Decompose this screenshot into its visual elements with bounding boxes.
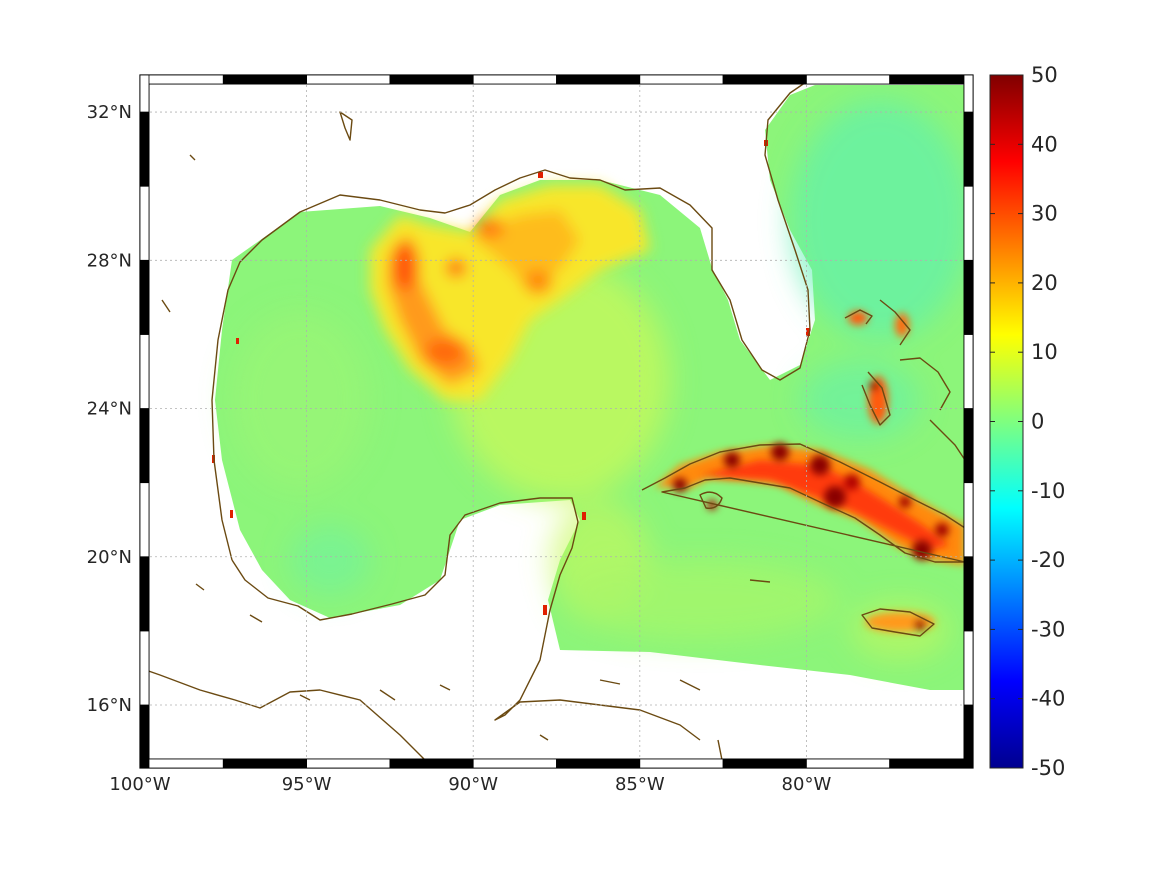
frame-segment-top — [472, 74, 557, 85]
frame-segment-right — [963, 482, 974, 558]
colorbar: 50 40 30 20 10 0 -10 -20 -30 -40 -50 — [989, 63, 1065, 780]
frame-segment-top — [139, 74, 224, 85]
frame-segment-bottom — [806, 758, 891, 769]
frame-segment-left — [139, 482, 150, 558]
frame-segment-right — [963, 704, 974, 769]
frame-segment-left — [139, 556, 150, 632]
x-tick-label: 90°W — [448, 774, 498, 795]
frame-segment-top — [389, 74, 474, 85]
frame-segment-right — [963, 408, 974, 484]
plot-area — [140, 75, 973, 768]
frame-segment-top — [306, 74, 391, 85]
colorbar-tick-label: 50 — [1031, 63, 1058, 87]
y-tick-labels: 32°N 28°N 24°N 20°N 16°N — [87, 102, 132, 716]
colorbar-tick-label: 20 — [1031, 271, 1058, 295]
field-variations — [230, 100, 970, 660]
warm-anomaly-northern-gulf — [370, 185, 650, 400]
colorbar-tick-label: 30 — [1031, 202, 1058, 226]
y-tick-label: 28°N — [87, 250, 132, 271]
x-tick-label: 80°W — [782, 774, 832, 795]
frame-segment-left — [139, 630, 150, 706]
coastline-cuba — [641, 443, 966, 563]
frame-segment-right — [963, 630, 974, 706]
frame-segment-top — [722, 74, 807, 85]
frame-segment-top — [889, 74, 974, 85]
warm-anomaly-bahamas — [848, 311, 909, 424]
frame-segment-right — [963, 556, 974, 632]
frame-segment-left — [139, 185, 150, 261]
frame-segment-left — [139, 704, 150, 769]
coastline-mexico-gulf — [231, 497, 701, 741]
frame-segment-bottom — [889, 758, 974, 769]
frame-segment-bottom — [639, 758, 724, 769]
colorbar-tick-label: 0 — [1031, 410, 1044, 434]
coastline-islands — [161, 111, 771, 761]
y-tick-label: 20°N — [87, 547, 132, 568]
frame-segment-bottom — [472, 758, 557, 769]
x-tick-labels: 100°W 95°W 90°W 85°W 80°W — [109, 774, 831, 795]
frame-segment-top — [222, 74, 308, 85]
frame-segment-bottom — [306, 758, 391, 769]
x-tick-label: 85°W — [615, 774, 665, 795]
colorbar-tick-label: -50 — [1031, 756, 1065, 780]
frame-segment-bottom — [722, 758, 807, 769]
frame-segment-top — [806, 74, 891, 85]
frame-segment-bottom — [139, 758, 224, 769]
y-tick-label: 16°N — [87, 695, 132, 716]
y-tick-label: 24°N — [87, 399, 132, 420]
frame-segment-left — [139, 408, 150, 484]
coastlines — [140, 75, 966, 766]
frame-segment-bottom — [556, 758, 641, 769]
colorbar-tick-label: 10 — [1031, 340, 1058, 364]
colorbar-tick-label: -20 — [1031, 548, 1065, 572]
frame-segment-bottom — [222, 758, 308, 769]
colorbar-tick-label: 40 — [1031, 132, 1058, 156]
frame-segment-right — [963, 111, 974, 187]
warm-anomaly-cuba — [655, 443, 965, 565]
coastline-jamaica — [861, 608, 935, 637]
warm-anomaly-jamaica — [865, 612, 935, 632]
frame-segment-left — [139, 74, 150, 113]
frame-segment-left — [139, 259, 150, 335]
frame-segment-right — [963, 259, 974, 335]
coastline-bahamas — [844, 299, 966, 461]
frame-segment-right — [963, 74, 974, 113]
coastline-isla-juventud — [699, 491, 723, 509]
coastline-us-gulf — [140, 75, 816, 766]
colorbar-gradient — [989, 74, 1024, 769]
colorbar-ticks: 50 40 30 20 10 0 -10 -20 -30 -40 -50 — [990, 63, 1065, 780]
y-tick-label: 32°N — [87, 102, 132, 123]
x-tick-label: 100°W — [109, 774, 170, 795]
frame-segment-left — [139, 334, 150, 409]
frame-segment-top — [639, 74, 724, 85]
grid-lines — [140, 75, 973, 768]
frame-segment-right — [963, 185, 974, 261]
x-tick-label: 95°W — [282, 774, 332, 795]
frame-segment-right — [963, 334, 974, 409]
map-frame — [139, 74, 974, 769]
colorbar-tick-label: -40 — [1031, 687, 1065, 711]
colorbar-tick-label: -10 — [1031, 479, 1065, 503]
frame-segment-top — [556, 74, 641, 85]
colorbar-tick-label: -30 — [1031, 617, 1065, 641]
frame-segment-bottom — [389, 758, 474, 769]
frame-segment-left — [139, 111, 150, 187]
